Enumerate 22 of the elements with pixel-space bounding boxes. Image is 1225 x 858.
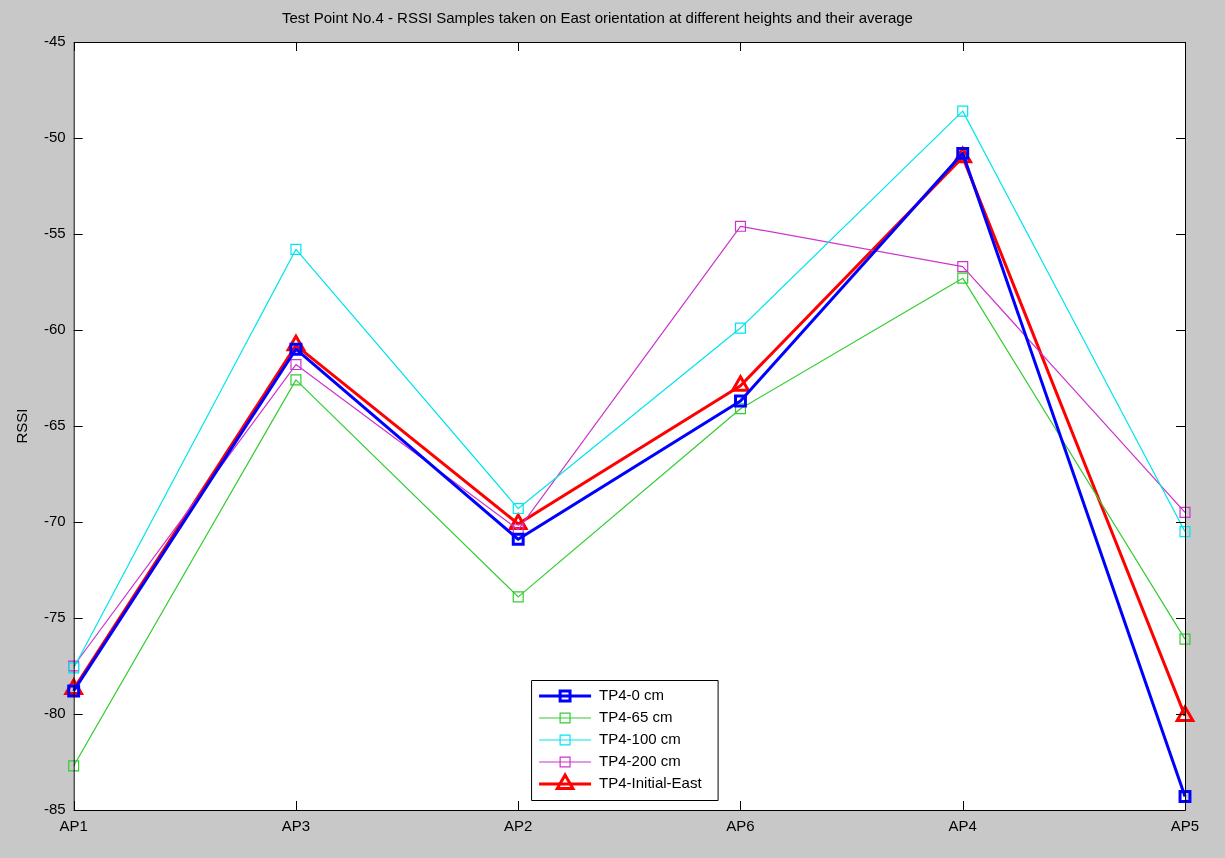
legend-label: TP4-200 cm [599, 752, 681, 770]
y-tick-label: -55 [43, 224, 66, 242]
y-tick-label: -50 [43, 128, 66, 146]
x-tick-label: AP3 [281, 817, 311, 835]
x-tick-label: AP2 [504, 817, 533, 835]
legend-label: TP4-100 cm [599, 730, 681, 748]
y-tick-label: -60 [43, 320, 66, 338]
y-axis-title: RSSI [13, 408, 31, 444]
y-tick-label: -45 [43, 32, 66, 50]
y-tick-label: -85 [43, 800, 66, 818]
y-tick-label: -75 [43, 608, 66, 626]
x-tick-label: AP1 [59, 817, 88, 835]
chart-title: Test Point No.4 - RSSI Samples taken on East orientation at different heights and their average [282, 9, 913, 27]
y-tick-label: -65 [43, 416, 66, 434]
legend-label: TP4-Initial-East [599, 774, 703, 792]
legend-label: TP4-65 cm [599, 708, 673, 726]
legend-label: TP4-0 cm [599, 686, 665, 704]
x-tick-label: AP6 [726, 817, 755, 835]
x-tick-label: AP5 [1170, 817, 1200, 835]
x-tick-label: AP4 [948, 817, 977, 835]
y-tick-label: -80 [43, 704, 66, 722]
y-tick-label: -70 [43, 512, 66, 530]
